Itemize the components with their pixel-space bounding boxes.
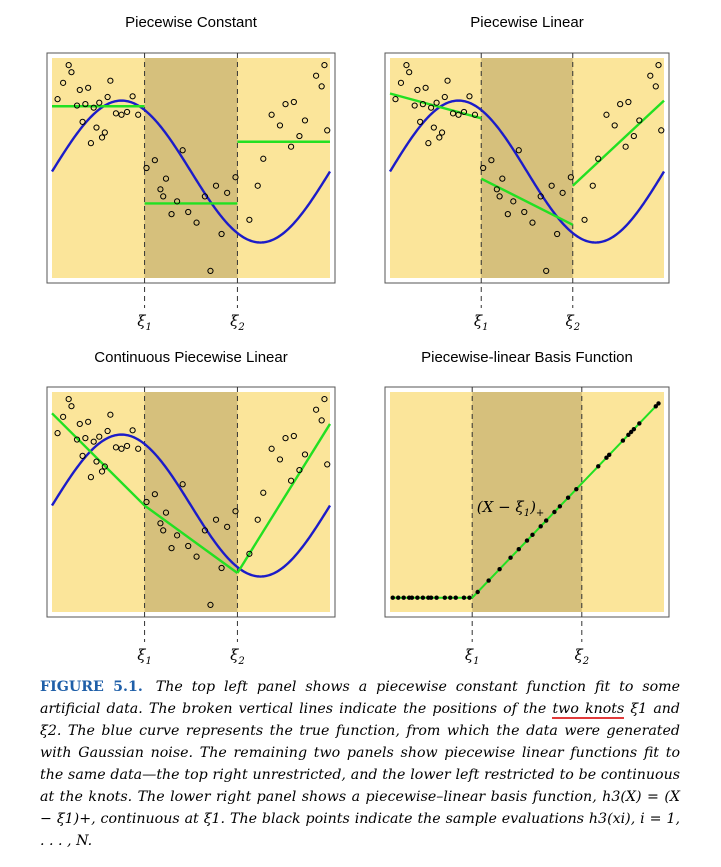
panel-title: Piecewise Linear [470,14,583,31]
sample-point [530,533,534,537]
middle-region [481,58,573,278]
sample-point [434,596,438,600]
sample-point [656,401,660,405]
basis-annotation: (X − ξ1)+ [477,498,545,519]
knot-label-1: ξ1 [465,646,480,667]
middle-region [145,58,238,278]
panel-2: Piecewise Linear ξ1 ξ2 [385,14,669,333]
sample-point [517,547,521,551]
knot-label-1: ξ1 [137,312,152,333]
panel-3: Continuous Piecewise Linear ξ1 ξ2 [47,349,335,667]
sample-point [607,453,611,457]
sample-point [391,596,395,600]
knot-label-2: ξ2 [574,646,589,667]
sample-point [475,590,479,594]
sample-point [637,421,641,425]
sample-point [621,438,625,442]
caption-highlight: two knots [552,701,624,719]
knot-label-1: ξ1 [137,646,152,667]
sample-point [429,596,433,600]
caption-text-2: ξ1 and ξ2. The blue curve represents the… [40,701,680,849]
sample-point [421,596,425,600]
panel-title: Piecewise-linear Basis Function [421,349,633,366]
sample-point [558,504,562,508]
sample-point [566,496,570,500]
panel-title: Continuous Piecewise Linear [94,349,287,366]
sample-point [544,518,548,522]
sample-point [539,524,543,528]
sample-point [443,596,447,600]
figure-label: FIGURE 5.1. [40,679,143,695]
sample-point [454,596,458,600]
sample-point [632,427,636,431]
sample-point [396,596,400,600]
knot-label-2: ξ2 [565,312,580,333]
sample-point [574,487,578,491]
sample-point [552,510,556,514]
sample-point [497,567,501,571]
sample-point [525,538,529,542]
knot-label-1: ξ1 [474,312,489,333]
panel-4: Piecewise-linear Basis Function ξ1 ξ2 (X − … [385,349,669,667]
knot-label-2: ξ2 [230,312,245,333]
knot-label-2: ξ2 [230,646,245,667]
figure-caption: FIGURE 5.1. The top left panel shows a p… [40,676,680,852]
sample-point [486,578,490,582]
sample-point [402,596,406,600]
sample-point [410,596,414,600]
sample-point [415,596,419,600]
panel-1: Piecewise Constant ξ1 ξ2 [47,14,335,333]
sample-point [448,596,452,600]
middle-region [145,392,238,612]
panel-title: Piecewise Constant [125,14,258,31]
sample-point [462,596,466,600]
sample-point [508,556,512,560]
sample-point [596,464,600,468]
sample-point [467,596,471,600]
